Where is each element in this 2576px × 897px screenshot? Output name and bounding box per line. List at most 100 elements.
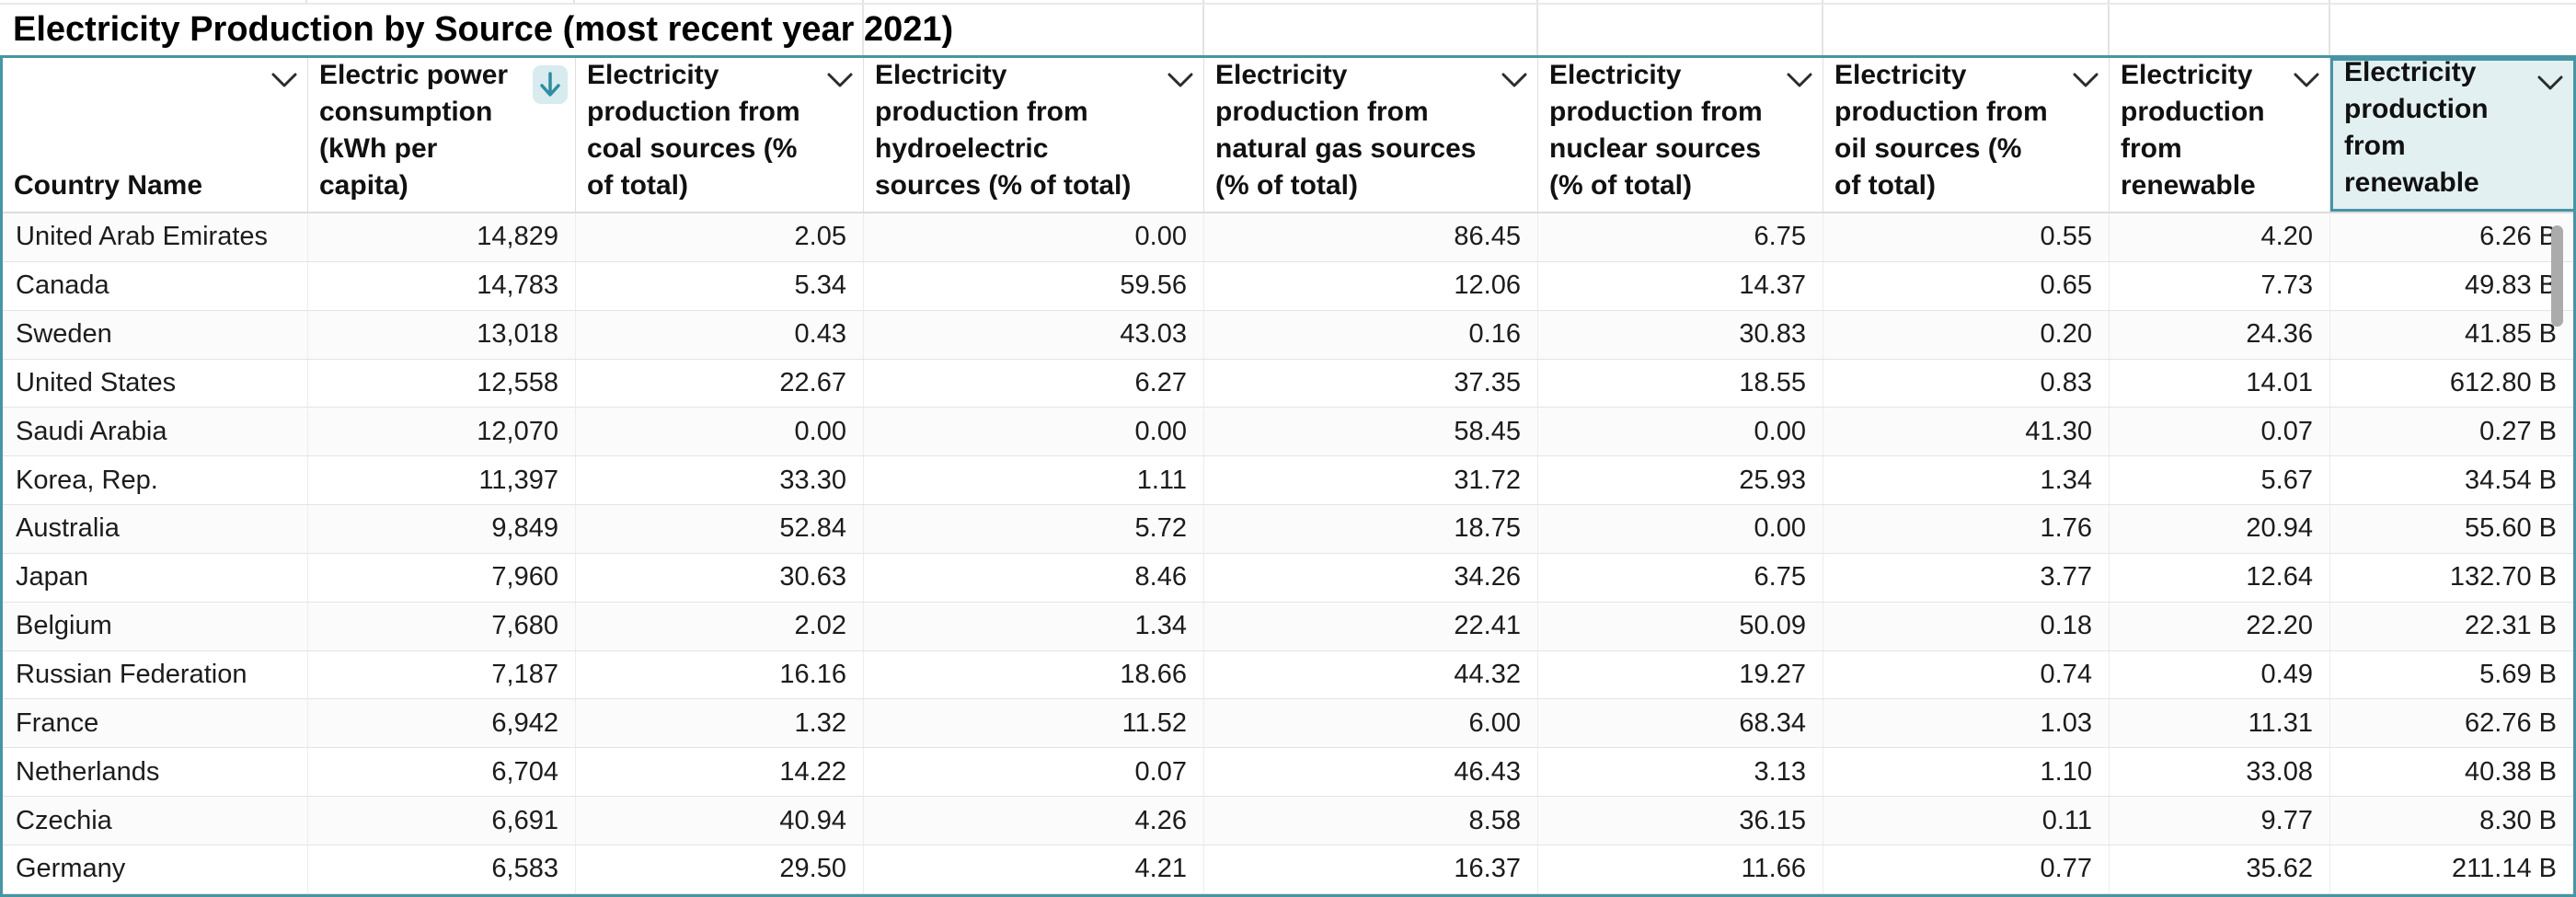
chevron-down-icon[interactable] [1501, 71, 1528, 89]
renewable_total-cell[interactable]: 55.60 B [2465, 513, 2557, 544]
oil-cell[interactable]: 0.20 [1823, 310, 2110, 359]
coal-cell[interactable]: 52.84 [576, 505, 864, 553]
coal-cell[interactable]: 5.34 [576, 261, 864, 310]
gas-cell[interactable]: 16.37 [1204, 845, 1538, 893]
country-cell[interactable]: Czechia [3, 797, 308, 845]
nuclear-cell[interactable]: 19.27 [1538, 650, 1823, 699]
hydro-cell[interactable]: 1.11 [864, 456, 1204, 505]
renewable_pct-cell[interactable]: 0.49 [2110, 650, 2330, 699]
nuclear-cell[interactable]: 14.37 [1538, 261, 1823, 310]
nuclear-cell[interactable]: 11.66 [1538, 845, 1823, 893]
gas-cell[interactable]: 46.43 [1204, 748, 1538, 797]
consumption-cell[interactable]: 13,018 [308, 310, 576, 359]
country-cell[interactable]: Australia [3, 505, 308, 553]
nuclear-cell[interactable]: 3.13 [1538, 748, 1823, 797]
renewable_pct-cell[interactable]: 5.67 [2110, 456, 2330, 505]
gas-cell[interactable]: 44.32 [1204, 650, 1538, 699]
coal-cell[interactable]: 40.94 [576, 797, 864, 845]
column-header-renewable_pct[interactable]: Electricity production from renewable [2110, 58, 2330, 212]
renewable_pct-cell[interactable]: 12.64 [2110, 553, 2330, 602]
renewable_pct-cell[interactable]: 33.08 [2110, 748, 2330, 797]
oil-cell[interactable]: 0.77 [1823, 845, 2110, 893]
oil-cell[interactable]: 3.77 [1823, 553, 2110, 602]
chevron-down-icon[interactable] [270, 71, 298, 89]
column-header-coal[interactable]: Electricity production from coal sources… [576, 58, 864, 212]
column-header-gas[interactable]: Electricity production from natural gas … [1204, 58, 1538, 212]
consumption-cell[interactable]: 6,583 [308, 845, 576, 893]
renewable_pct-cell[interactable]: 4.20 [2110, 213, 2330, 261]
country-cell[interactable]: United Arab Emirates [3, 213, 308, 261]
renewable_total-cell[interactable]: 211.14 B [2452, 854, 2557, 884]
renewable_total-cell[interactable]: 41.85 B [2465, 319, 2557, 350]
oil-cell[interactable]: 1.76 [1823, 505, 2110, 553]
column-header-renewable_total-selected[interactable]: Electricity production from renewable [2330, 57, 2573, 212]
coal-cell[interactable]: 2.05 [576, 213, 864, 261]
country-cell[interactable]: Germany [3, 845, 308, 893]
gas-cell[interactable]: 0.16 [1204, 310, 1538, 359]
renewable_pct-cell[interactable]: 35.62 [2110, 845, 2330, 893]
country-cell[interactable]: United States [3, 359, 308, 408]
oil-cell[interactable]: 0.65 [1823, 261, 2110, 310]
vertical-scrollbar-thumb[interactable] [2551, 225, 2563, 327]
coal-cell[interactable]: 16.16 [576, 650, 864, 699]
hydro-cell[interactable]: 18.66 [864, 650, 1204, 699]
hydro-cell[interactable]: 4.26 [864, 797, 1204, 845]
gas-cell[interactable]: 37.35 [1204, 359, 1538, 408]
gas-cell[interactable]: 86.45 [1204, 213, 1538, 261]
nuclear-cell[interactable]: 18.55 [1538, 359, 1823, 408]
consumption-cell[interactable]: 6,942 [308, 699, 576, 748]
coal-cell[interactable]: 0.43 [576, 310, 864, 359]
nuclear-cell[interactable]: 6.75 [1538, 213, 1823, 261]
consumption-cell[interactable]: 7,187 [308, 650, 576, 699]
coal-cell[interactable]: 1.32 [576, 699, 864, 748]
renewable_pct-cell[interactable]: 0.07 [2110, 408, 2330, 456]
country-cell[interactable]: Japan [3, 553, 308, 602]
renewable_total-cell[interactable]: 34.54 B [2465, 465, 2557, 495]
column-header-hydro[interactable]: Electricity production from hydroelectri… [864, 58, 1204, 212]
renewable_total-cell[interactable]: 49.83 B [2465, 270, 2557, 301]
renewable_pct-cell[interactable]: 7.73 [2110, 261, 2330, 310]
consumption-cell[interactable]: 9,849 [308, 505, 576, 553]
chevron-down-icon[interactable] [2536, 74, 2564, 92]
hydro-cell[interactable]: 8.46 [864, 553, 1204, 602]
oil-cell[interactable]: 0.18 [1823, 602, 2110, 650]
renewable_pct-cell[interactable]: 20.94 [2110, 505, 2330, 553]
consumption-cell[interactable]: 7,960 [308, 553, 576, 602]
renewable_total-cell[interactable]: 132.70 B [2449, 562, 2557, 592]
gas-cell[interactable]: 6.00 [1204, 699, 1538, 748]
gas-cell[interactable]: 12.06 [1204, 261, 1538, 310]
oil-cell[interactable]: 0.11 [1823, 797, 2110, 845]
renewable_total-cell[interactable]: 0.27 B [2479, 416, 2557, 446]
oil-cell[interactable]: 0.74 [1823, 650, 2110, 699]
gas-cell[interactable]: 34.26 [1204, 553, 1538, 602]
nuclear-cell[interactable]: 0.00 [1538, 505, 1823, 553]
nuclear-cell[interactable]: 68.34 [1538, 699, 1823, 748]
coal-cell[interactable]: 14.22 [576, 748, 864, 797]
renewable_total-cell[interactable]: 62.76 B [2465, 707, 2557, 738]
column-header-consumption[interactable]: Electric power consumption (kWh per capi… [308, 58, 576, 212]
country-cell[interactable]: Sweden [3, 310, 308, 359]
oil-cell[interactable]: 41.30 [1823, 408, 2110, 456]
gas-cell[interactable]: 18.75 [1204, 505, 1538, 553]
hydro-cell[interactable]: 4.21 [864, 845, 1204, 893]
coal-cell[interactable]: 29.50 [576, 845, 864, 893]
consumption-cell[interactable]: 11,397 [308, 456, 576, 505]
coal-cell[interactable]: 30.63 [576, 553, 864, 602]
nuclear-cell[interactable]: 0.00 [1538, 408, 1823, 456]
oil-cell[interactable]: 1.10 [1823, 748, 2110, 797]
hydro-cell[interactable]: 6.27 [864, 359, 1204, 408]
renewable_total-cell[interactable]: 5.69 B [2479, 660, 2557, 690]
chevron-down-icon[interactable] [826, 71, 854, 89]
renewable_total-cell[interactable]: 8.30 B [2479, 805, 2557, 835]
chevron-down-icon[interactable] [1786, 71, 1813, 89]
renewable_pct-cell[interactable]: 9.77 [2110, 797, 2330, 845]
country-cell[interactable]: France [3, 699, 308, 748]
country-cell[interactable]: Saudi Arabia [3, 408, 308, 456]
consumption-cell[interactable]: 12,070 [308, 408, 576, 456]
consumption-cell[interactable]: 6,691 [308, 797, 576, 845]
column-header-nuclear[interactable]: Electricity production from nuclear sour… [1538, 58, 1823, 212]
renewable_total-cell[interactable]: 6.26 B [2479, 222, 2557, 252]
sort-descending-icon[interactable] [533, 65, 568, 104]
hydro-cell[interactable]: 43.03 [864, 310, 1204, 359]
gas-cell[interactable]: 22.41 [1204, 602, 1538, 650]
